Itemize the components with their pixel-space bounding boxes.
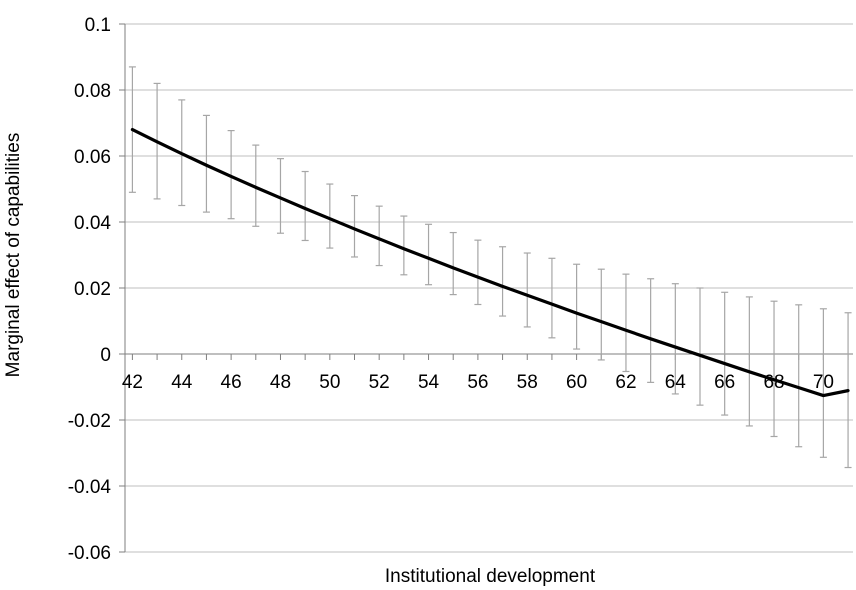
y-tick-label: 0.1 xyxy=(85,15,111,36)
x-tick-label: 46 xyxy=(221,372,242,393)
x-tick-label: 58 xyxy=(517,372,538,393)
x-tick-label: 50 xyxy=(319,372,340,393)
x-axis-title: Institutional development xyxy=(385,566,596,587)
y-tick-label: 0.08 xyxy=(74,81,111,102)
gridlines xyxy=(125,23,853,553)
y-tick-label: 0.02 xyxy=(74,279,111,300)
x-tick-label: 54 xyxy=(418,372,440,393)
x-tick-label: 60 xyxy=(566,372,587,393)
x-tick-label: 42 xyxy=(122,372,143,393)
x-tick-label: 52 xyxy=(369,372,390,393)
x-tick-label: 44 xyxy=(171,372,193,393)
x-tick-labels: 42 44 46 48 50 52 54 56 58 60 62 64 66 68 70 xyxy=(122,372,834,393)
y-tick-label: -0.06 xyxy=(68,543,111,564)
y-axis-title: Marginal effect of capabilities xyxy=(3,133,24,378)
x-tick-label: 70 xyxy=(813,372,834,393)
x-tick-label: 56 xyxy=(467,372,488,393)
series-lines xyxy=(130,128,850,398)
y-tick-label: -0.02 xyxy=(68,411,111,432)
y-tick-label: 0.06 xyxy=(74,147,111,168)
y-tick-label: 0.04 xyxy=(74,213,111,234)
error-bars xyxy=(128,66,852,469)
y-tick-labels: 0.1 0.08 0.06 0.04 0.02 0 -0.02 -0.04 -0.06 xyxy=(68,15,112,564)
y-tick-label: -0.04 xyxy=(68,477,112,498)
x-tick-label: 62 xyxy=(615,372,636,393)
marginal-effect-line xyxy=(130,128,850,398)
x-tick-label: 68 xyxy=(763,372,784,393)
x-tick-label: 66 xyxy=(714,372,735,393)
x-tick-label: 48 xyxy=(270,372,291,393)
y-tick-label: 0 xyxy=(100,345,111,366)
x-tick-label: 64 xyxy=(665,372,687,393)
